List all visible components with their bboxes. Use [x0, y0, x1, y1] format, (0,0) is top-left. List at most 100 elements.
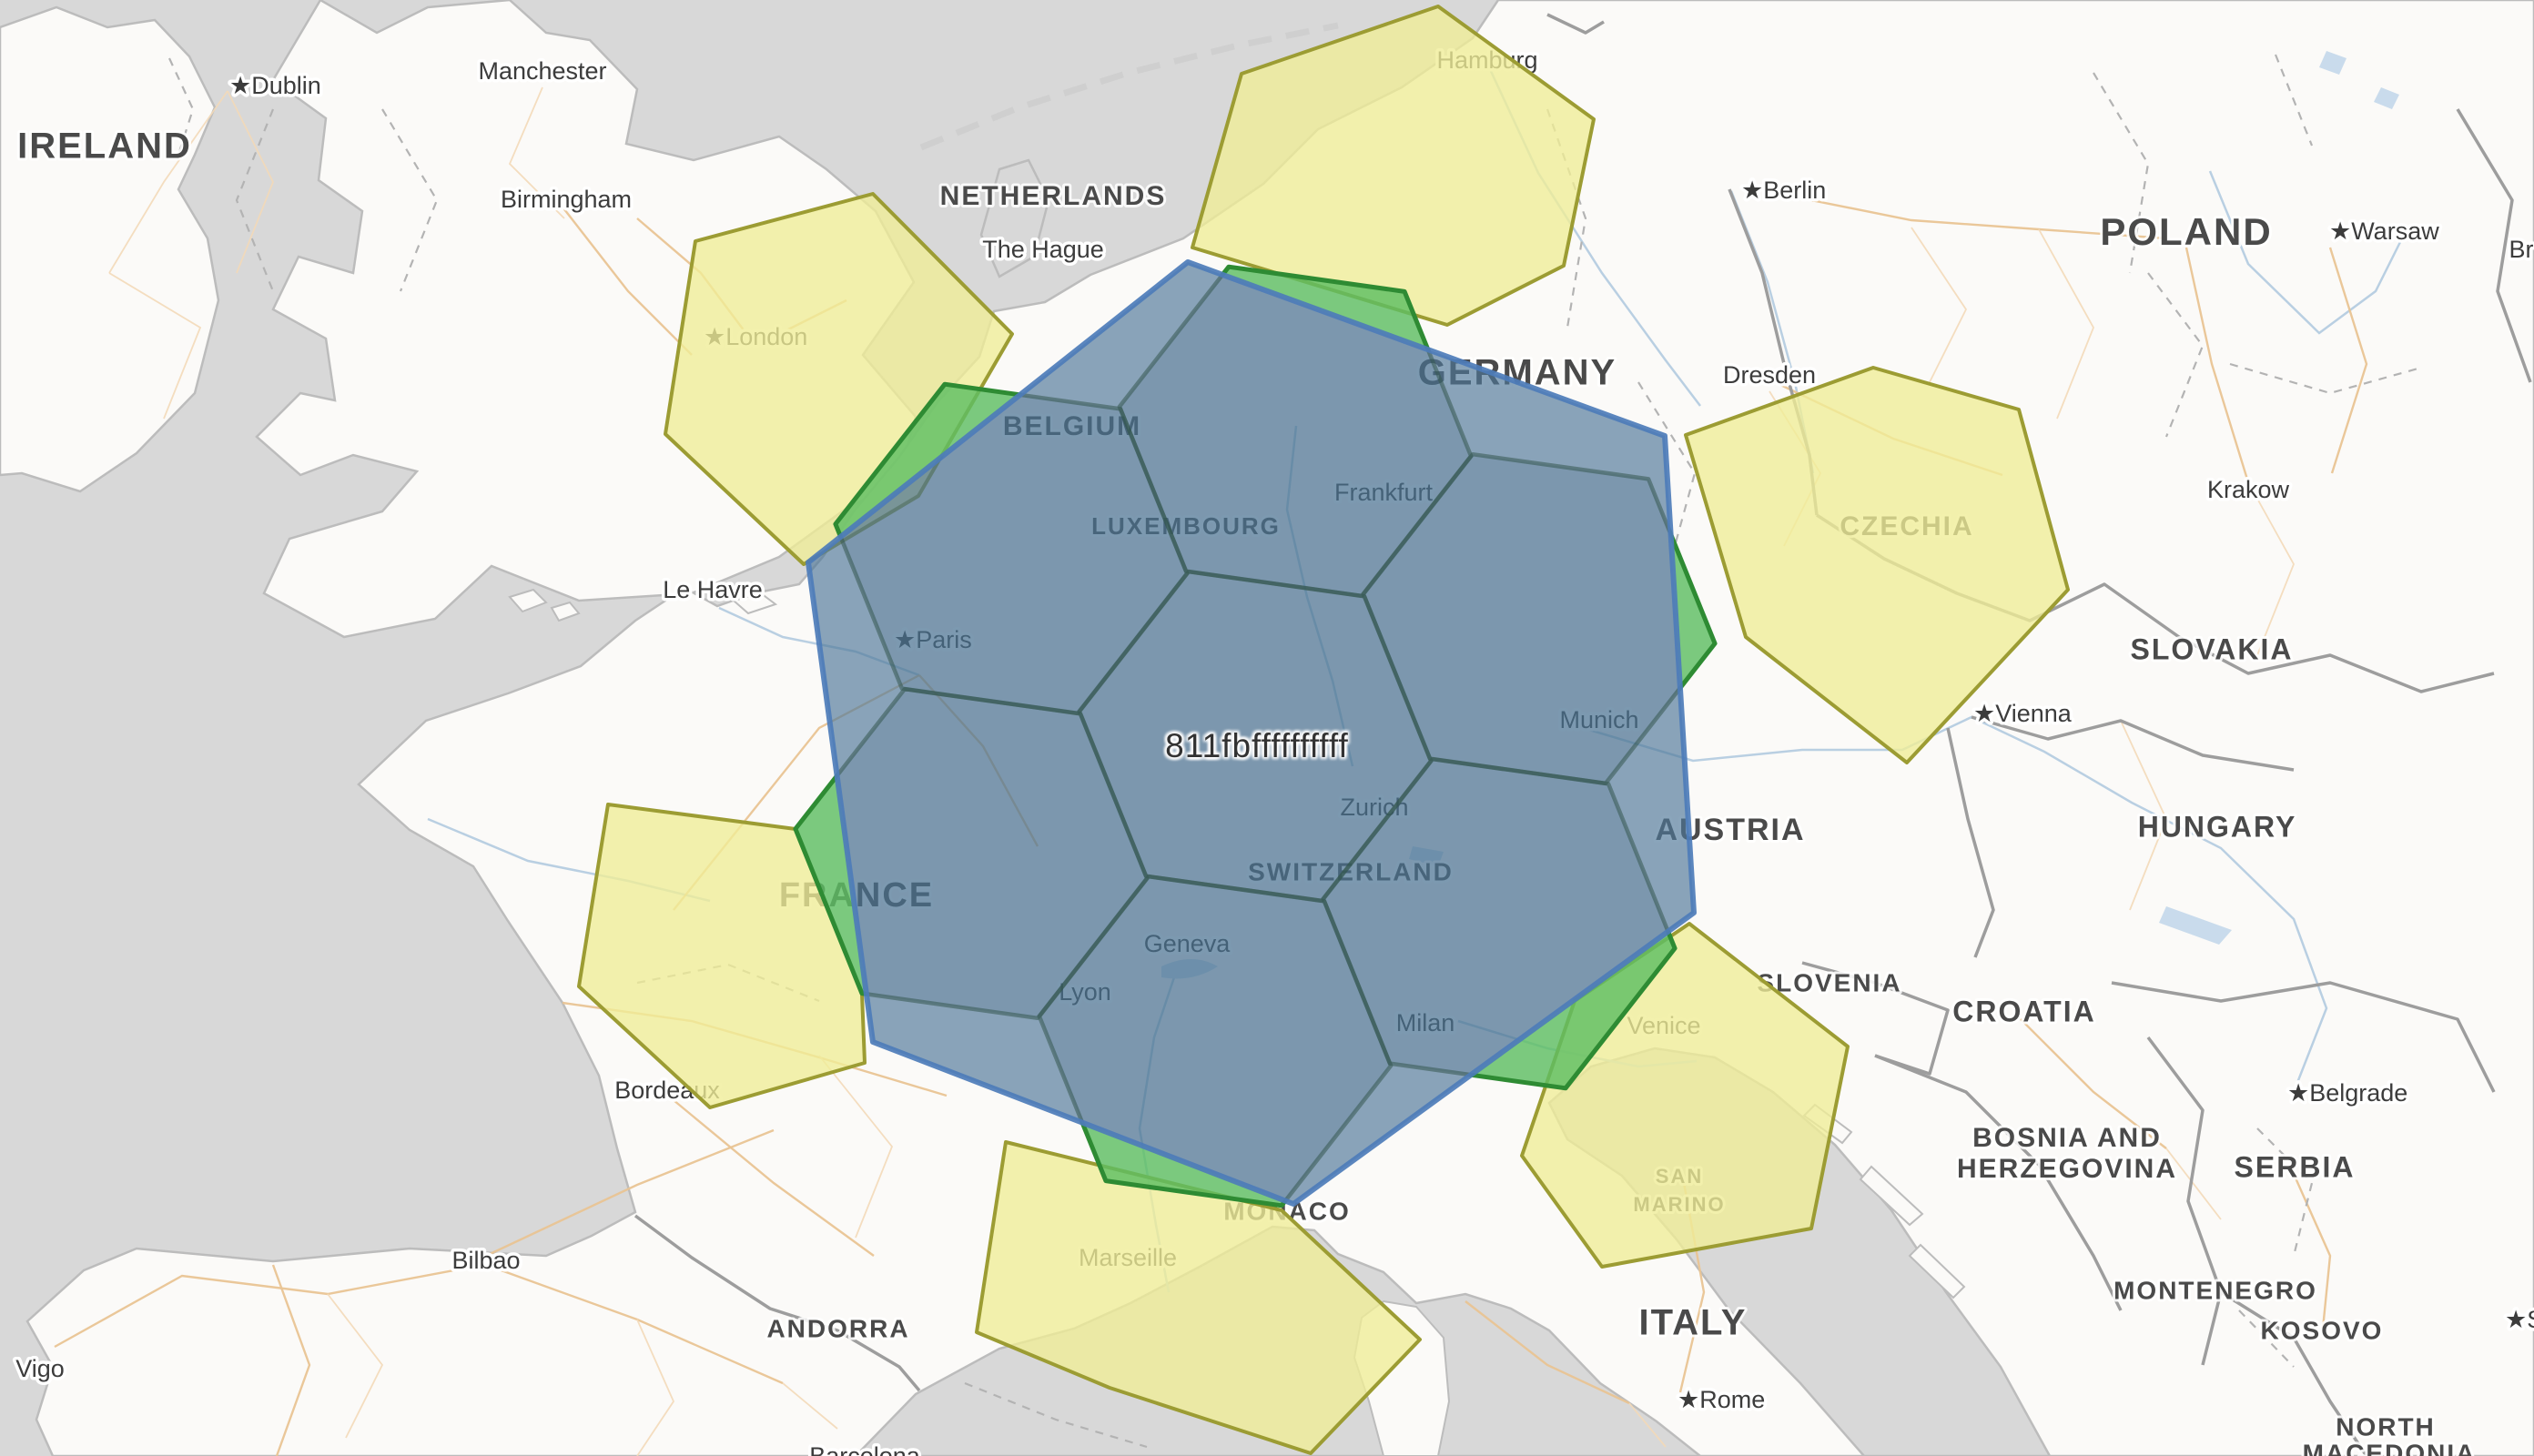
country-border-7 [2146, 1036, 2223, 1366]
road-secondary-6 [636, 1319, 675, 1456]
neighbor-marseille[interactable] [975, 1140, 1422, 1455]
country-border-9 [2220, 1290, 2368, 1456]
lake-2 [2159, 906, 2232, 945]
city-label-sofia: ★Sofia [2505, 1306, 2534, 1333]
road-secondary-0 [108, 90, 228, 274]
borders-layer [168, 13, 2532, 1456]
road-primary-8 [1783, 193, 2167, 240]
country-label-serbia: SERBIA [2235, 1150, 2356, 1183]
regional-border-2 [2229, 362, 2422, 395]
country-label-andorra: ANDORRA [766, 1314, 909, 1342]
road-primary-18 [2292, 1173, 2332, 1330]
road-primary-11 [2328, 247, 2368, 474]
country-border-8 [2111, 981, 2496, 1093]
road-primary-12 [1465, 1300, 1630, 1405]
regional-border-4 [2147, 272, 2205, 438]
regional-border-6 [1637, 381, 1697, 547]
country-label-slovakia: SLOVAKIA [2131, 632, 2294, 665]
neighbor-hamburg[interactable] [1191, 5, 1596, 327]
country-border-3 [1971, 715, 2295, 772]
road-primary-3 [667, 1095, 875, 1257]
city-label-vienna: ★Vienna [1973, 700, 2073, 727]
city-label-birmingham: Birmingham [501, 186, 632, 213]
city-label-le-havre: Le Havre [663, 576, 763, 603]
country-border-10 [1546, 13, 1605, 35]
country-border-5 [1801, 961, 1950, 1076]
island-2 [550, 601, 581, 622]
country-border-12 [2178, 635, 2495, 693]
parent-cell-fill[interactable] [808, 262, 1694, 1204]
country-label-montenegro: MONTENEGRO [2113, 1276, 2317, 1304]
island-5 [1908, 1243, 1966, 1299]
regional-border-1 [2093, 72, 2150, 274]
regional-border-9 [235, 108, 275, 292]
neighbor-czechia[interactable] [1684, 366, 2070, 764]
regional-border-3 [2274, 54, 2314, 147]
regional-border-10 [381, 108, 439, 292]
road-secondary-10 [2120, 720, 2167, 911]
sea-area-2 [979, 158, 1050, 278]
road-secondary-3 [508, 86, 565, 219]
road-secondary-8 [2038, 228, 2094, 420]
country-label-bosnia-and: BOSNIA AND [1972, 1123, 2162, 1153]
country-label-poland: POLAND [2100, 210, 2272, 253]
landmass-0 [0, 5, 220, 493]
child-cell-inner-5[interactable] [796, 686, 1150, 1021]
road-secondary-5 [327, 1293, 384, 1439]
country-label-north: NORTH [2336, 1412, 2436, 1441]
lake-4 [2374, 87, 2399, 109]
country-border-0 [634, 1214, 921, 1392]
river-6 [2208, 170, 2405, 335]
road-secondary-1 [227, 90, 274, 274]
h3-hexagon-layer [577, 5, 2070, 1455]
road-secondary-7 [1911, 227, 1968, 383]
island-chain-0 [919, 22, 1339, 151]
city-label-dublin: ★Dublin [229, 72, 321, 99]
regional-border-0 [168, 57, 195, 156]
city-label-vigo: Vigo [15, 1355, 65, 1382]
city-label-br: Br [2509, 236, 2534, 263]
parent-cell-border[interactable] [806, 259, 1697, 1207]
country-label-kosovo: KOSOVO [2261, 1316, 2384, 1344]
river-7 [1588, 715, 2328, 1093]
country-border-6 [1874, 1054, 2123, 1311]
country-border-11 [2456, 108, 2532, 383]
road-primary-16 [563, 208, 693, 356]
regional-border-12 [964, 1381, 1148, 1449]
city-label-dresden: Dresden [1723, 361, 1816, 389]
city-label-krakow: Krakow [2207, 476, 2290, 503]
lake-3 [2319, 51, 2346, 75]
country-border-4 [1946, 727, 1995, 958]
road-secondary-13 [1628, 1402, 1667, 1448]
city-label-rome: ★Rome [1678, 1386, 1765, 1413]
country-label-croatia: CROATIA [1952, 995, 2095, 1027]
city-label-barcelona: Barcelona [809, 1442, 921, 1456]
island-1 [508, 588, 548, 613]
road-primary-7 [271, 1264, 311, 1456]
h3-cell-id-label: 811fbffffffffff [1165, 726, 1349, 764]
city-label-bilbao: Bilbao [451, 1247, 520, 1274]
city-label-warsaw: ★Warsaw [2329, 217, 2439, 245]
country-label-herzegovina: HERZEGOVINA [1957, 1154, 2177, 1184]
island-3 [731, 592, 778, 615]
road-secondary-14 [2165, 1148, 2222, 1220]
road-secondary-4 [818, 1055, 894, 1239]
road-primary-9 [2184, 247, 2250, 483]
road-primary-4 [485, 1128, 775, 1258]
country-label-netherlands: NETHERLANDS [940, 181, 1167, 211]
regional-border-8 [2238, 1309, 2295, 1368]
city-label-belgrade: ★Belgrade [2287, 1079, 2407, 1107]
country-label-macedonia: MACEDONIA [2303, 1439, 2477, 1456]
road-primary-17 [2020, 1018, 2167, 1149]
country-label-italy: ITALY [1639, 1303, 1748, 1343]
country-label-hungary: HUNGARY [2138, 810, 2297, 843]
road-secondary-2 [108, 272, 202, 420]
country-label-slovenia: SLOVENIA [1757, 968, 1901, 996]
road-primary-5 [54, 1265, 474, 1349]
road-secondary-9 [2247, 481, 2295, 656]
road-secondary-12 [782, 1382, 838, 1430]
city-label-the-hague: The Hague [982, 236, 1104, 263]
regional-border-7 [2256, 1127, 2314, 1257]
